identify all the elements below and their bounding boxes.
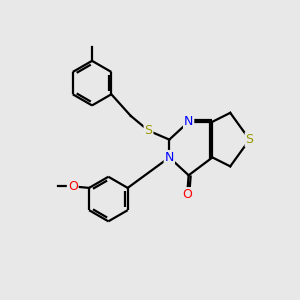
Text: O: O: [68, 180, 78, 193]
Text: O: O: [182, 188, 192, 201]
Text: N: N: [184, 115, 193, 128]
Text: N: N: [165, 151, 174, 164]
Text: S: S: [145, 124, 152, 137]
Text: S: S: [246, 133, 254, 146]
